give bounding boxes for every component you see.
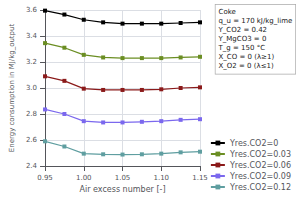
svg-text:2.4: 2.4 [26, 162, 38, 170]
svg-text:1.05: 1.05 [115, 174, 131, 182]
svg-text:3.4: 3.4 [26, 32, 38, 40]
svg-text:1.00: 1.00 [76, 174, 92, 182]
svg-text:Yres.CO2=0.03: Yres.CO2=0.03 [229, 150, 291, 159]
svg-text:0.95: 0.95 [37, 174, 53, 182]
svg-text:q_u = 170 kJ/kg_lime: q_u = 170 kJ/kg_lime [219, 17, 293, 25]
svg-text:1.15: 1.15 [192, 174, 208, 182]
svg-text:3.2: 3.2 [26, 58, 37, 66]
svg-text:X_CO = 0 (λ≥1): X_CO = 0 (λ≥1) [219, 53, 275, 61]
svg-text:Y_CO2 = 0.42: Y_CO2 = 0.42 [218, 26, 268, 34]
svg-text:Yres.CO2=0: Yres.CO2=0 [229, 139, 278, 148]
svg-text:Y_MgCO3 = 0: Y_MgCO3 = 0 [218, 35, 267, 43]
svg-text:Yres.CO2=0.06: Yres.CO2=0.06 [229, 161, 291, 170]
svg-text:3.6: 3.6 [26, 6, 38, 14]
svg-text:Air excess number [-]: Air excess number [-] [80, 185, 166, 194]
svg-text:Energy consumption in MJ/kg_ou: Energy consumption in MJ/kg_output [8, 24, 16, 153]
svg-text:Yres.CO2=0.12: Yres.CO2=0.12 [229, 183, 291, 192]
svg-text:2.8: 2.8 [26, 110, 37, 118]
svg-text:1.10: 1.10 [153, 174, 169, 182]
svg-text:Yres.CO2=0.09: Yres.CO2=0.09 [229, 172, 291, 181]
svg-text:Coke: Coke [219, 8, 236, 16]
svg-text:3.0: 3.0 [26, 84, 37, 92]
svg-text:2.6: 2.6 [26, 136, 38, 144]
svg-text:T_g = 150 °C: T_g = 150 °C [218, 44, 266, 52]
svg-text:X_O2 = 0 (λ≤1): X_O2 = 0 (λ≤1) [219, 62, 274, 70]
